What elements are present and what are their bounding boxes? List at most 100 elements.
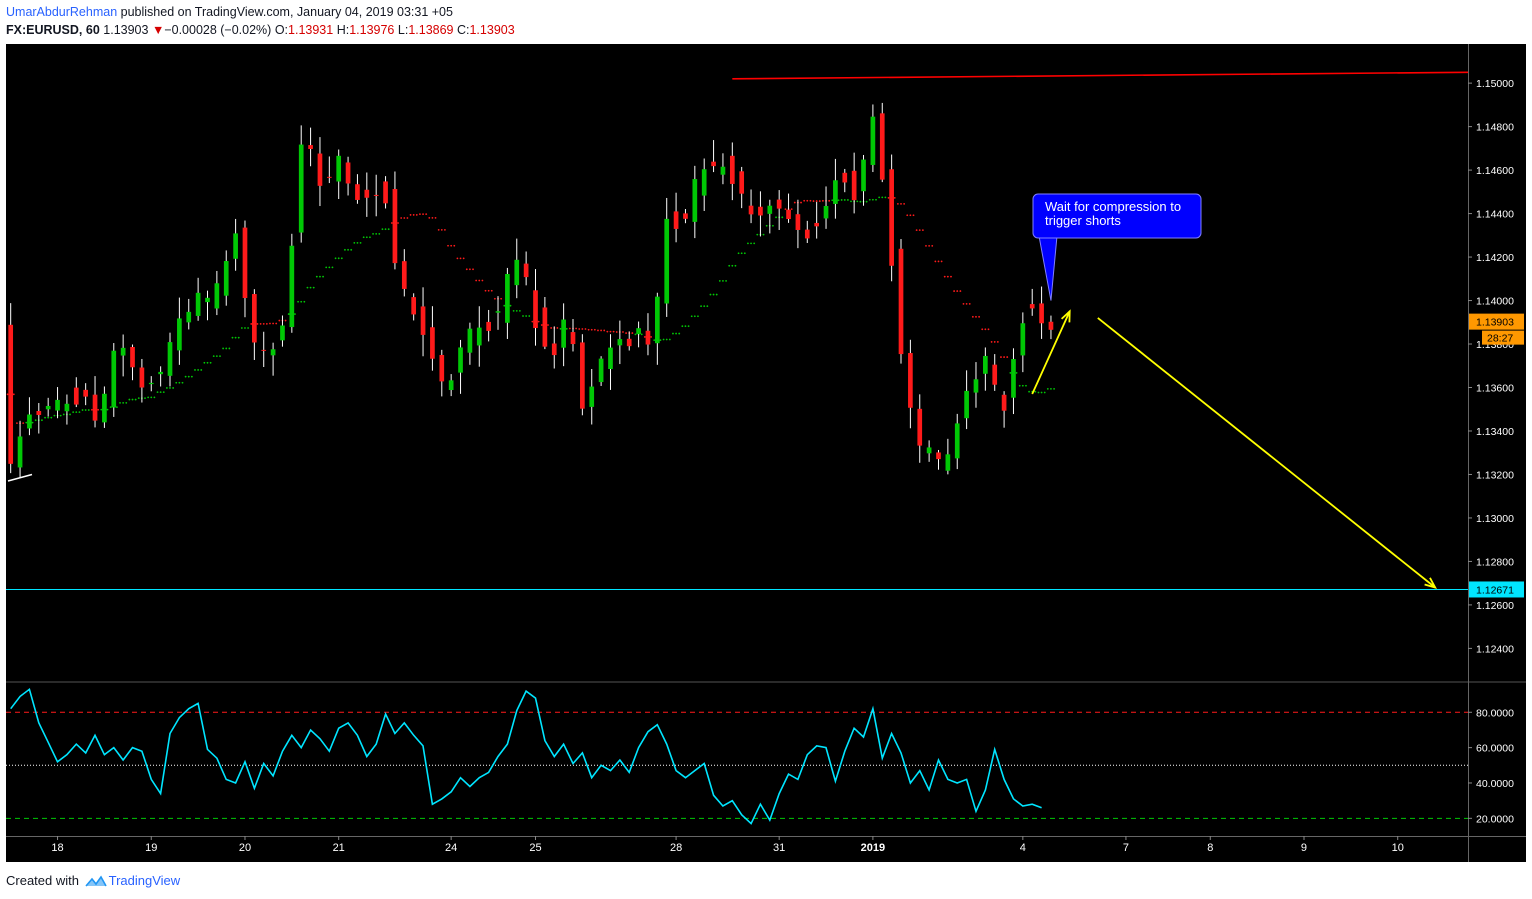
candle-body [748,205,754,215]
ma-dot [125,401,128,404]
ma-dot [928,244,931,247]
author-link[interactable]: UmarAbdurRehman [6,5,118,19]
chart-canvas[interactable]: 1.15000 1.14800 1.14600 1.14400 1.14200 1.140… [6,44,1526,862]
ma-dot [875,198,877,201]
ma-dot [990,341,993,343]
symbol-label[interactable]: FX:EURUSD, 60 [6,23,100,37]
candle-body [392,189,398,264]
tradingview-link[interactable]: TradingView [108,873,181,888]
price-tick-label: 1.12600 [1476,600,1514,612]
candle-body [8,324,14,464]
ma-dot [809,199,812,202]
candle-body [608,347,613,370]
ma-dot [409,214,412,216]
ma-dot [828,199,831,202]
callout-box [1032,193,1202,239]
ma-dot [815,200,818,202]
ma-dot [478,279,481,282]
candle-body [261,349,267,351]
candle-body [692,179,698,222]
candle-body [720,166,726,175]
ma-dot [984,328,987,331]
ma-dot [609,330,612,333]
ma-dot [737,252,740,255]
ma-dot [753,242,756,245]
ma-dot [91,408,93,411]
ma-dot [397,222,399,224]
ma-dot [856,200,859,203]
ma-dot [1021,384,1024,387]
ma-dot [1018,384,1021,387]
ma-dot [715,293,718,296]
ma-dot [578,328,581,330]
candle-body [767,205,773,214]
candle-body [795,214,801,230]
ma-dot [334,257,337,260]
ma-dot [269,322,271,325]
ma-dot [212,355,215,358]
ma-dot [106,408,109,411]
candle-body [842,172,848,183]
low-label: L: [397,23,409,37]
ma-dot [162,391,165,394]
ma-dot [965,303,968,305]
candle-body [739,171,745,194]
ma-dot [921,229,924,232]
candle-body [683,213,688,219]
ma-dot [165,387,168,389]
candle-body [833,180,838,204]
ma-dot [172,387,175,389]
ma-dot [781,216,784,219]
ma-dot [328,266,331,269]
ma-dot [831,199,834,202]
time-tick-label: 20 [239,842,251,854]
candle-body [223,261,229,296]
ma-dot [294,313,296,315]
ma-dot [322,275,324,278]
ma-dot [284,319,287,322]
candle-body [673,211,679,229]
ma-dot [940,260,943,263]
candle-body [654,296,660,344]
ma-dot [437,228,440,231]
ma-dot [250,323,253,325]
ma-dot [603,329,606,332]
ma-dot [25,421,28,424]
ma-dot [444,228,446,231]
ma-dot [987,328,990,331]
ma-dot [559,327,562,330]
ma-dot [115,406,118,409]
candle-body [879,113,885,180]
ma-dot [800,201,802,204]
candle-body [17,436,23,468]
ma-dot [44,416,46,419]
ma-dot [515,309,518,312]
ma-dot [709,293,712,296]
ma-dot [215,355,218,358]
ma-dot [503,304,506,307]
time-tick-label: 19 [145,842,157,854]
ma-dot [219,355,221,358]
ma-dot [259,322,262,325]
candle-body [617,339,623,346]
ma-dot [1043,391,1046,394]
ma-dot [812,200,815,202]
candle-body [1001,394,1007,411]
ma-dot [946,275,949,278]
ma-dot [581,328,584,330]
close-label: C: [456,23,470,37]
ma-dot [728,264,731,267]
candle-body [214,283,220,309]
candle-body [45,405,51,410]
ma-dot [865,200,868,203]
ma-dot [731,264,734,267]
candle-body [270,349,276,356]
candle-body [580,342,585,409]
candle-body [242,227,248,299]
ma-dot [887,196,890,199]
time-tick-label: 18 [51,842,63,854]
ma-dot [428,216,431,219]
ma-dot [419,213,421,215]
down-triangle-icon: ▼ [151,23,165,37]
candle-body [120,347,126,356]
